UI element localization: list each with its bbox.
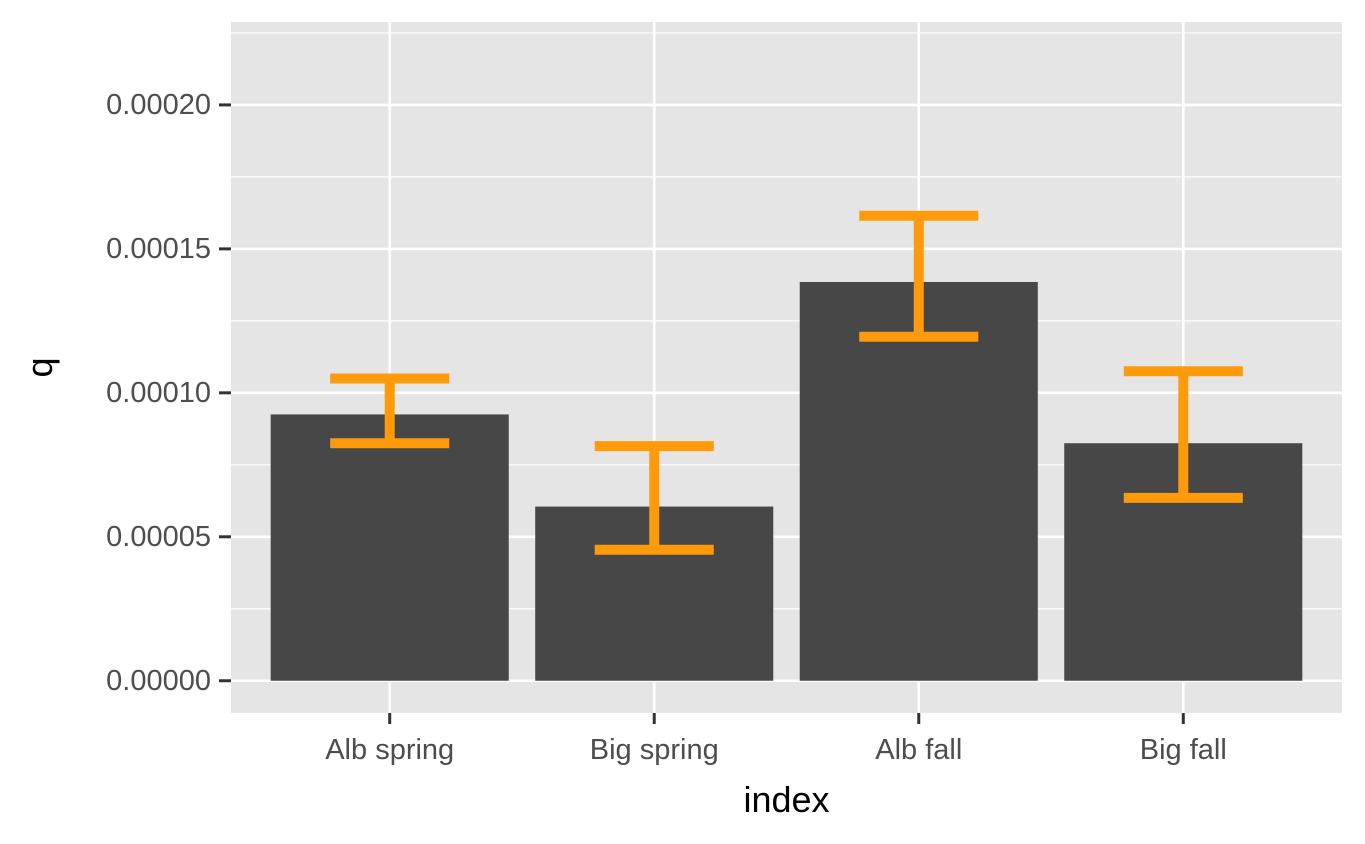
x-axis-title: index bbox=[743, 779, 829, 820]
error-bars bbox=[330, 210, 1243, 555]
error-bar-4 bbox=[1123, 366, 1243, 503]
x-axis: Alb spring Big spring Alb fall Big fall bbox=[325, 713, 1227, 766]
y-tick-label: 0.00010 bbox=[106, 377, 211, 409]
x-tick-label: Alb spring bbox=[325, 734, 454, 766]
error-bar-2 bbox=[594, 441, 714, 555]
x-tick-label: Big fall bbox=[1140, 734, 1227, 766]
y-tick-label: 0.00000 bbox=[106, 665, 211, 697]
x-tick-label: Alb fall bbox=[875, 734, 962, 766]
bars bbox=[270, 281, 1303, 681]
error-bar-3 bbox=[859, 210, 979, 342]
bar-1 bbox=[270, 414, 509, 681]
x-tick-label: Big spring bbox=[590, 734, 719, 766]
y-axis: 0.00000 0.00005 0.00010 0.00015 0.00020 bbox=[106, 89, 231, 697]
bar-3 bbox=[799, 281, 1038, 681]
y-tick-label: 0.00005 bbox=[106, 521, 211, 553]
error-bar-1 bbox=[330, 373, 450, 449]
y-tick-label: 0.00020 bbox=[106, 89, 211, 121]
y-tick-label: 0.00015 bbox=[106, 233, 211, 265]
y-axis-title: q bbox=[19, 357, 60, 377]
